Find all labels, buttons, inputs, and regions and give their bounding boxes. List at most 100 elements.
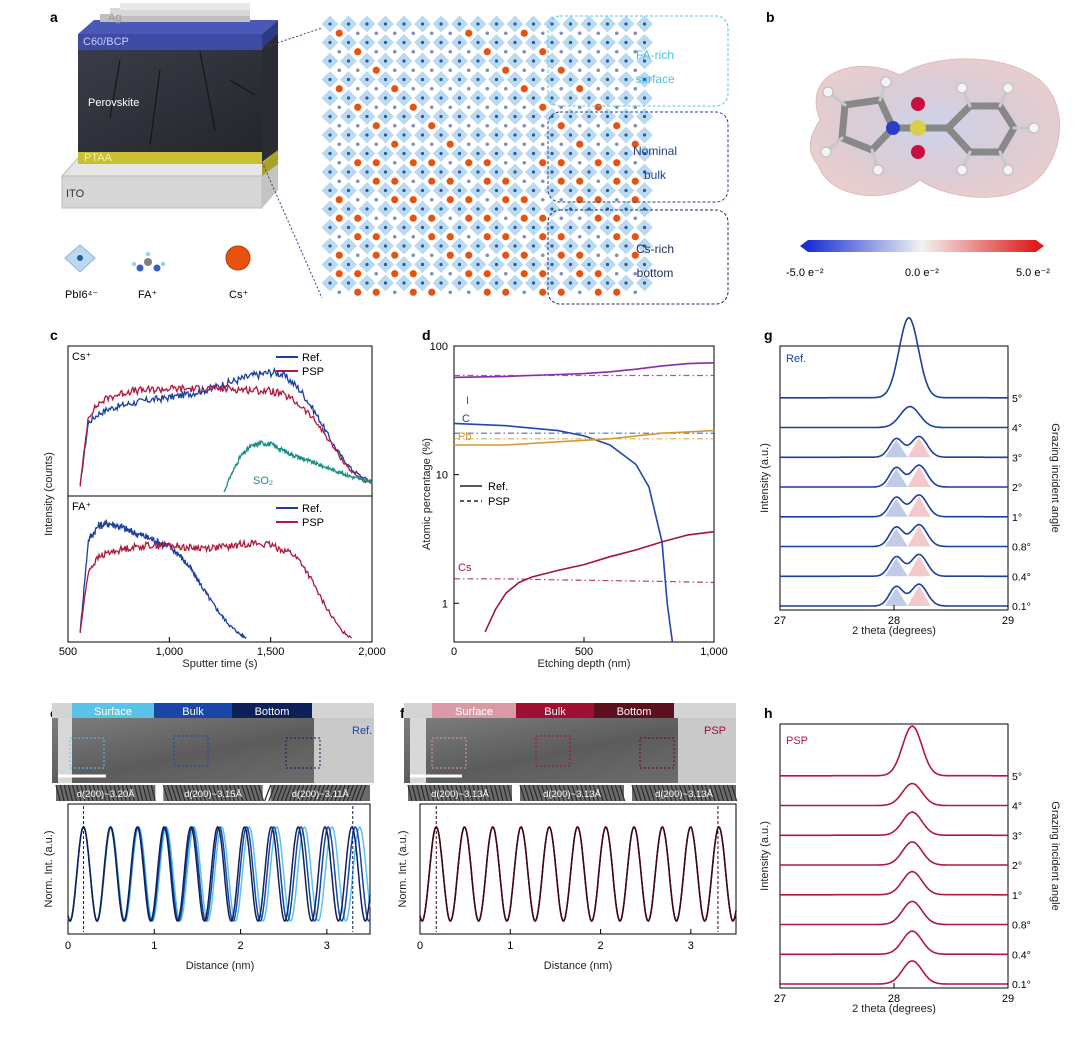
lattice-fringe — [359, 784, 367, 802]
lattice-fringe — [117, 784, 123, 802]
fa-cation — [374, 216, 379, 221]
chart-c-label-top: Cs⁺ — [72, 351, 91, 363]
lattice-fringe — [588, 784, 595, 802]
pb-center — [531, 114, 536, 119]
pb-center — [587, 59, 591, 63]
pb-center — [402, 170, 406, 174]
lattice-fringe — [80, 784, 86, 802]
pb-center — [420, 188, 425, 193]
pb-center — [365, 281, 369, 285]
pb-center — [476, 114, 480, 119]
pb-center — [476, 22, 480, 26]
peak-fill-red — [907, 585, 931, 606]
peak-fill-red — [907, 466, 931, 487]
fa-cation — [466, 105, 471, 110]
band-f-surface-label: Surface — [455, 706, 493, 718]
region-label-cs-rich: Cs-rich — [636, 242, 674, 256]
lattice-fringe — [420, 784, 426, 802]
pb-center — [457, 225, 462, 230]
fa-cation — [540, 86, 545, 91]
pb-center — [439, 40, 443, 45]
fa-cation — [577, 234, 582, 239]
cs-cation — [391, 270, 399, 278]
band-e-bottom — [232, 703, 312, 718]
cs-cation — [372, 251, 380, 259]
pb-center — [383, 281, 388, 285]
pb-center — [476, 40, 480, 45]
xrd-trace-0.4° — [780, 553, 1008, 578]
chart-c-ylabel: Intensity (counts) — [43, 452, 55, 536]
ytick-label-d: 1 — [442, 598, 448, 610]
cs-cation — [576, 140, 584, 148]
pb-center — [328, 207, 332, 211]
xrd-trace-5° — [780, 725, 1008, 777]
pb-center — [346, 96, 351, 100]
pb-center — [383, 22, 388, 26]
fa-cation — [540, 31, 545, 36]
lattice-fringe — [674, 784, 681, 802]
fa-cation — [559, 216, 564, 221]
cs-cation — [335, 270, 343, 278]
cs-cation — [428, 177, 436, 185]
lattice-fringe — [220, 784, 227, 802]
lattice-fringe — [536, 784, 543, 802]
xrd-trace-0.4° — [780, 930, 1008, 956]
cs-cation — [613, 122, 621, 130]
lattice-fringe — [204, 784, 211, 802]
cs-cation — [372, 177, 380, 185]
lattice-fringe — [195, 784, 203, 802]
fa-cation — [337, 179, 342, 184]
fa-cation — [614, 86, 619, 91]
peak-fill-blue — [884, 587, 908, 606]
pb-center — [402, 77, 406, 82]
cs-cation — [354, 214, 362, 222]
hrtem-tile-1: d(200)~3.20Å — [55, 784, 156, 802]
cs-cation — [372, 288, 380, 296]
pb-center — [550, 225, 554, 230]
fa-cation — [614, 68, 619, 73]
cs-cation — [502, 66, 510, 74]
pb-center — [328, 59, 332, 63]
cs-cation — [428, 159, 436, 167]
fa-cation — [522, 142, 527, 147]
lattice-fringe — [567, 784, 574, 802]
pb-center — [328, 77, 332, 82]
pb-center — [568, 96, 573, 100]
pb-center — [439, 244, 443, 248]
plot-frame-d — [453, 345, 715, 643]
pb-center — [605, 96, 610, 100]
pb-center — [494, 22, 499, 26]
pb-center — [605, 114, 610, 119]
lattice-fringe — [71, 784, 78, 802]
fa-cation — [429, 105, 434, 110]
fa-cation — [633, 49, 638, 54]
fa-cation — [411, 49, 416, 54]
cs-cation — [502, 177, 510, 185]
element-label-cs: Cs — [458, 562, 472, 574]
pb-center — [550, 96, 554, 100]
chart-f-title: PSP — [704, 725, 726, 737]
xtick-label: 28 — [888, 993, 900, 1005]
fa-cation — [485, 86, 490, 91]
ptaa-layer — [78, 150, 278, 164]
lattice-fringe — [138, 784, 144, 802]
lattice-fringe — [424, 784, 430, 802]
pb-center — [402, 114, 406, 119]
pb-center — [457, 22, 462, 26]
pb-center — [568, 188, 573, 193]
d-spacing-label: d(200)~3.11Å — [292, 789, 350, 800]
pb-center — [476, 207, 480, 211]
lattice-fringe — [109, 784, 115, 802]
pb-center — [476, 59, 480, 63]
chart-d-xlabel: Etching depth (nm) — [538, 658, 631, 670]
fa-cation — [503, 142, 508, 147]
cs-cation — [335, 29, 343, 37]
angle-label: 1° — [1012, 890, 1022, 902]
angle-label: 4° — [1012, 801, 1022, 813]
fa-cation — [577, 31, 582, 36]
pb-center — [439, 262, 443, 267]
cs-cation — [428, 214, 436, 222]
lattice-fringe — [280, 784, 288, 802]
lattice-fringe — [355, 784, 363, 802]
pb-center — [457, 262, 462, 267]
